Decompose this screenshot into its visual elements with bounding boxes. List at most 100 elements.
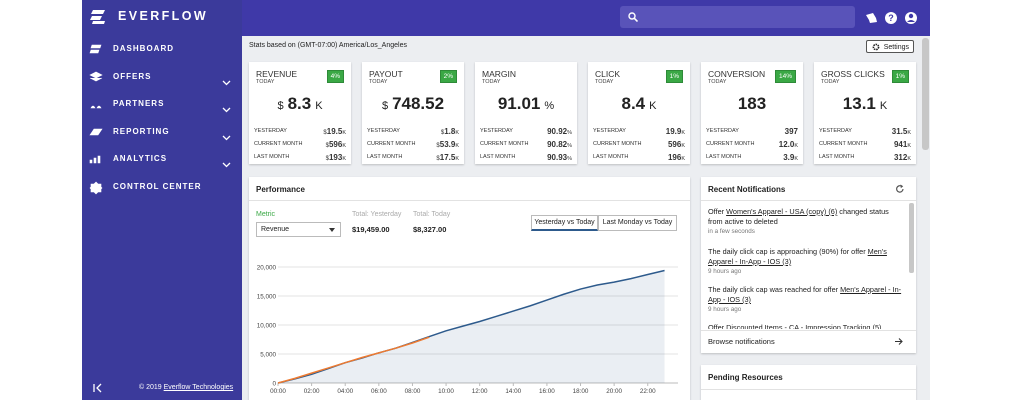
notification-prefix: The daily click cap was reached for offe… xyxy=(708,285,841,294)
row-label: LAST MONTH xyxy=(367,154,403,160)
card-period: TODAY xyxy=(256,79,275,85)
card-row: YESTERDAY $1.8K xyxy=(367,127,459,139)
collapse-icon[interactable] xyxy=(93,383,103,393)
row-number: 53.9 xyxy=(439,140,456,149)
row-label: YESTERDAY xyxy=(706,128,739,134)
pending-panel: Pending Resources xyxy=(701,365,916,400)
row-number: 397 xyxy=(784,127,798,136)
arrow-icon xyxy=(895,338,903,345)
notification-list: Offer Women's Apparel - USA (copy) (6) c… xyxy=(701,201,908,329)
row-label: LAST MONTH xyxy=(480,154,516,160)
card-badge: 1% xyxy=(891,70,909,83)
row-value: $1.8K xyxy=(441,127,459,136)
refresh-icon[interactable] xyxy=(895,184,905,194)
x-tick-label: 08:00 xyxy=(405,388,421,395)
row-number: 19.9 xyxy=(665,127,682,136)
y-tick-label: 5,000 xyxy=(260,352,276,359)
row-suffix: K xyxy=(681,156,685,162)
card-row: LAST MONTH 3.9K xyxy=(706,153,798,165)
y-tick-label: 15,000 xyxy=(257,294,277,301)
nav-item[interactable]: OFFERS xyxy=(82,66,242,88)
notification-time: 9 hours ago xyxy=(708,268,742,275)
notification-link[interactable]: Men's Apparel - In-App - IOS (3) xyxy=(708,247,887,266)
row-value: 19.9K xyxy=(666,127,685,136)
topbar-icons[interactable]: ? xyxy=(865,11,923,25)
row-value: $17.5K xyxy=(436,153,459,162)
card-row: YESTERDAY 31.5K xyxy=(819,127,911,139)
row-label: LAST MONTH xyxy=(819,154,855,160)
row-number: 596 xyxy=(667,140,682,149)
stat-card[interactable]: CONVERSION TODAY 14% 183 YESTERDAY 397 CURRENT… xyxy=(701,62,803,164)
nav-label: DASHBOARD xyxy=(113,44,174,53)
notification-link[interactable]: Men's Apparel - In-App - IOS (3) xyxy=(708,285,902,304)
nav-icon xyxy=(90,105,102,109)
chevron-wrap xyxy=(222,100,231,118)
y-tick-label: 10,000 xyxy=(257,323,277,330)
row-prefix: $ xyxy=(325,143,329,149)
footer-link[interactable]: Everflow Technologies xyxy=(163,384,234,391)
card-value: $8.3 K xyxy=(249,94,351,114)
row-label: CURRENT MONTH xyxy=(593,141,642,147)
row-value: 31.5K xyxy=(892,127,911,136)
x-tick-label: 02:00 xyxy=(304,388,320,395)
notification-prefix: Offer xyxy=(708,207,727,216)
sidebar: EVERFLOW DASHBOARD OFFERS PARTNERS REPORTIN… xyxy=(82,0,242,400)
total-label: Total: Yesterday xyxy=(352,211,402,218)
scrollbar[interactable] xyxy=(922,38,929,150)
value-number: 183 xyxy=(737,94,767,113)
nav-item[interactable]: ANALYTICS xyxy=(82,148,242,170)
card-row: CURRENT MONTH 90.82% xyxy=(480,140,572,152)
card-row: YESTERDAY 90.92% xyxy=(480,127,572,139)
nav-item[interactable]: PARTNERS xyxy=(82,93,242,115)
stat-card[interactable]: PAYOUT TODAY 2% $748.52 YESTERDAY $1.8K CURREN… xyxy=(362,62,464,164)
row-label: YESTERDAY xyxy=(819,128,852,134)
notification-link[interactable]: Discounted Items - CA - Impression Track… xyxy=(726,323,882,329)
row-number: 90.82 xyxy=(547,140,568,149)
row-suffix: K xyxy=(342,143,346,149)
card-row: LAST MONTH 312K xyxy=(819,153,911,165)
search-box[interactable] xyxy=(620,6,855,28)
notification: Offer Women's Apparel - USA (copy) (6) c… xyxy=(708,207,903,237)
row-prefix: $ xyxy=(436,156,440,162)
stat-card[interactable]: REVENUE TODAY 4% $8.3 K YESTERDAY $19.5K CURREN… xyxy=(249,62,351,164)
card-row: LAST MONTH 90.93% xyxy=(480,153,572,165)
nav-item[interactable]: REPORTING xyxy=(82,121,242,143)
stat-card[interactable]: GROSS CLICKS TODAY 1% 13.1 K YESTERDAY 31.5K CU… xyxy=(814,62,916,164)
card-value: 91.01% xyxy=(475,94,577,114)
notification: The daily click cap is approaching (90%)… xyxy=(708,247,903,277)
divider xyxy=(701,389,916,390)
row-number: 196 xyxy=(667,153,682,162)
row-number: 1.8 xyxy=(444,127,456,136)
scrollbar[interactable] xyxy=(909,203,914,273)
nav-icon-wrap xyxy=(89,98,103,117)
metric-select[interactable]: Revenue xyxy=(256,222,341,237)
row-number: 193 xyxy=(328,153,343,162)
x-tick-label: 20:00 xyxy=(606,388,622,395)
card-badge: 14% xyxy=(774,70,796,83)
row-value: $53.9K xyxy=(436,140,459,149)
card-value: $748.52 xyxy=(362,94,464,114)
nav-item[interactable]: DASHBOARD xyxy=(82,38,242,60)
value-number: 13.1 xyxy=(842,94,876,113)
nav-item[interactable]: CONTROL CENTER xyxy=(82,176,242,198)
compare-button[interactable]: Last Monday vs Today xyxy=(598,215,677,231)
performance-panel: Performance Metric Revenue Total: Yester… xyxy=(249,177,690,400)
row-suffix: K xyxy=(455,156,459,162)
row-suffix: K xyxy=(681,143,685,149)
notification-suffix: changed status from active to deleted xyxy=(708,207,889,226)
row-value: 312K xyxy=(894,153,911,162)
row-suffix: % xyxy=(567,143,572,149)
stat-card[interactable]: CLICK TODAY 1% 8.4 K YESTERDAY 19.9K CURRENT MO… xyxy=(588,62,690,164)
notification-prefix: Offer xyxy=(708,323,727,329)
compare-button[interactable]: Yesterday vs Today xyxy=(531,215,598,231)
value-suffix: % xyxy=(544,100,555,112)
stat-card[interactable]: MARGIN TODAY 91.01% YESTERDAY 90.92% CURRENT … xyxy=(475,62,577,164)
card-badge: 4% xyxy=(326,70,344,83)
row-number: 596 xyxy=(328,140,343,149)
stats-note: Stats based on (GMT-07:00) America/Los_A… xyxy=(249,42,407,49)
card-row: YESTERDAY $19.5K xyxy=(254,127,346,139)
notification-link[interactable]: Women's Apparel - USA (copy) (6) xyxy=(726,207,838,216)
x-tick-label: 06:00 xyxy=(371,388,387,395)
settings-button[interactable]: Settings xyxy=(866,40,914,53)
browse-link[interactable]: Browse notifications xyxy=(708,337,775,346)
